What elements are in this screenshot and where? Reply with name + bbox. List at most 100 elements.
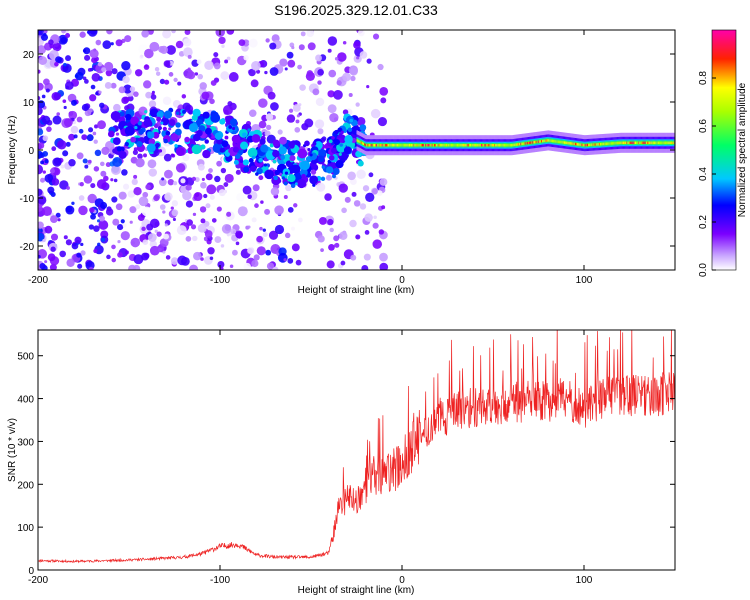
spectrogram-noise-blob	[224, 59, 229, 64]
spectrogram-noise-blob	[306, 70, 314, 77]
spectrogram-noise-blob	[38, 164, 44, 175]
spectrogram-noise-blob	[158, 178, 167, 187]
spectrogram-signal-blob	[168, 140, 173, 145]
spectrogram-signal-blob	[143, 118, 152, 128]
spectrogram-noise-blob	[181, 94, 187, 99]
spectrogram-ridge-core	[375, 144, 377, 147]
spectrogram-ridge-core	[615, 141, 617, 145]
spectrogram-noise-blob	[63, 105, 67, 110]
spectrogram-noise-blob	[102, 40, 112, 50]
spectrogram-noise-blob	[341, 207, 347, 214]
spectrogram-noise-blob	[65, 239, 72, 246]
spectrogram-noise-blob	[242, 185, 252, 195]
spectrogram-ridge-core	[583, 143, 586, 147]
spectrogram-noise-blob	[232, 249, 238, 256]
snr-y-tick-label: 100	[17, 523, 34, 534]
spectrogram-ridge-core	[430, 144, 433, 147]
spectrogram-ridge-core	[668, 141, 671, 144]
spectrogram-ridge-core	[618, 141, 620, 145]
spectrogram-noise-blob	[129, 86, 136, 92]
spectrogram-noise-blob	[106, 254, 111, 260]
spectrogram-ridge-core	[393, 144, 396, 147]
spectrogram-ridge-core	[487, 144, 489, 147]
spectrogram-noise-blob	[334, 243, 338, 248]
spectrogram-signal-blob	[280, 154, 286, 160]
spectrogram-signal-blob	[124, 141, 129, 147]
spectrogram-noise-blob	[159, 78, 166, 85]
snr-plot-area	[38, 330, 675, 570]
spectrogram-ridge-core	[620, 141, 623, 144]
spectrogram-ridge-core	[390, 144, 392, 147]
spectrogram-noise-blob	[87, 30, 98, 37]
spectrogram-noise-blob	[272, 266, 279, 270]
spectrogram-noise-blob	[137, 214, 145, 222]
spectrogram-noise-blob	[196, 59, 202, 65]
spectrogram-noise-blob	[328, 69, 337, 78]
spectrogram-ridge-core	[356, 139, 358, 142]
spectrogram-noise-blob	[291, 226, 295, 231]
spectrogram-ridge-core	[498, 144, 500, 147]
spectrogram-noise-blob	[130, 237, 141, 248]
spectrogram-noise-blob	[247, 225, 251, 229]
spectrogram-ridge-core	[631, 141, 634, 144]
spectrogram-noise-blob	[251, 217, 257, 223]
spectrogram-noise-blob	[139, 54, 144, 60]
spectrogram-signal-blob	[309, 175, 319, 185]
spectrogram-ridge-core	[621, 141, 624, 144]
colorbar: 0.0 0.2 0.4 0.6 0.8 Normalized spectral ampl…	[698, 29, 748, 277]
snr-y-tick-label: 400	[17, 395, 34, 406]
spectrogram-ridge-core	[559, 140, 562, 144]
spectrogram-ridge-core	[551, 139, 554, 143]
spectrogram-noise-blob	[324, 193, 332, 201]
spectrogram-noise-blob	[38, 95, 41, 101]
spectrogram-noise-blob	[42, 150, 49, 157]
spectrogram-y-tick-label: 0	[28, 146, 34, 157]
spectrogram-noise-blob	[133, 147, 138, 151]
spectrogram-signal-blob	[251, 155, 256, 160]
spectrogram-ridge-core	[654, 141, 657, 144]
spectrogram-ridge-core	[563, 141, 566, 144]
spectrogram-noise-blob	[191, 176, 197, 181]
spectrogram-ridge-core	[656, 141, 659, 144]
spectrogram-ridge-core	[435, 144, 437, 147]
spectrogram-noise-blob	[265, 249, 272, 256]
spectrogram-noise-blob	[291, 243, 300, 252]
spectrogram-noise-blob	[163, 153, 172, 162]
spectrogram-noise-blob	[93, 225, 100, 232]
spectrogram-ridge-core	[544, 139, 546, 143]
spectrogram-ridge-core	[503, 144, 506, 147]
spectrogram-ridge-core	[395, 144, 398, 147]
spectrogram-signal-blob	[146, 143, 156, 153]
spectrogram-noise-blob	[129, 220, 133, 224]
spectrogram-ridge-core	[648, 141, 650, 144]
spectrogram-ridge-core	[478, 144, 481, 147]
spectrogram-noise-blob	[141, 226, 146, 232]
spectrogram-noise-blob	[321, 136, 327, 142]
spectrogram-noise-blob	[97, 61, 103, 67]
spectrogram-noise-blob	[59, 180, 69, 190]
spectrogram-noise-blob	[65, 32, 71, 39]
spectrogram-noise-blob	[205, 173, 213, 181]
spectrogram-ridge-core	[612, 142, 614, 145]
spectrogram-ridge-core	[568, 141, 570, 145]
spectrogram-ridge-core	[651, 141, 653, 144]
spectrogram-noise-blob	[194, 72, 199, 76]
spectrogram-signal-blob	[162, 126, 167, 131]
spectrogram-noise-blob	[333, 235, 340, 242]
spectrogram-signal-blob	[269, 143, 274, 148]
spectrogram-signal-blob	[301, 173, 306, 179]
spectrogram-noise-blob	[184, 30, 191, 35]
spectrogram-noise-blob	[100, 161, 105, 167]
spectrogram-noise-blob	[293, 203, 298, 208]
spectrogram-noise-blob	[42, 135, 49, 142]
spectrogram-noise-blob	[256, 69, 261, 74]
spectrogram-noise-blob	[103, 175, 109, 182]
spectrogram-y-label: Frequency (Hz)	[7, 116, 18, 185]
spectrogram-noise-blob	[220, 167, 227, 174]
spectrogram-ridge-core	[470, 144, 472, 147]
spectrogram-noise-blob	[38, 45, 46, 55]
spectrogram-ridge-core	[600, 142, 602, 146]
spectrogram-noise-blob	[47, 253, 56, 262]
spectrogram-ridge-core	[619, 141, 622, 145]
spectrogram-noise-blob	[148, 100, 157, 108]
